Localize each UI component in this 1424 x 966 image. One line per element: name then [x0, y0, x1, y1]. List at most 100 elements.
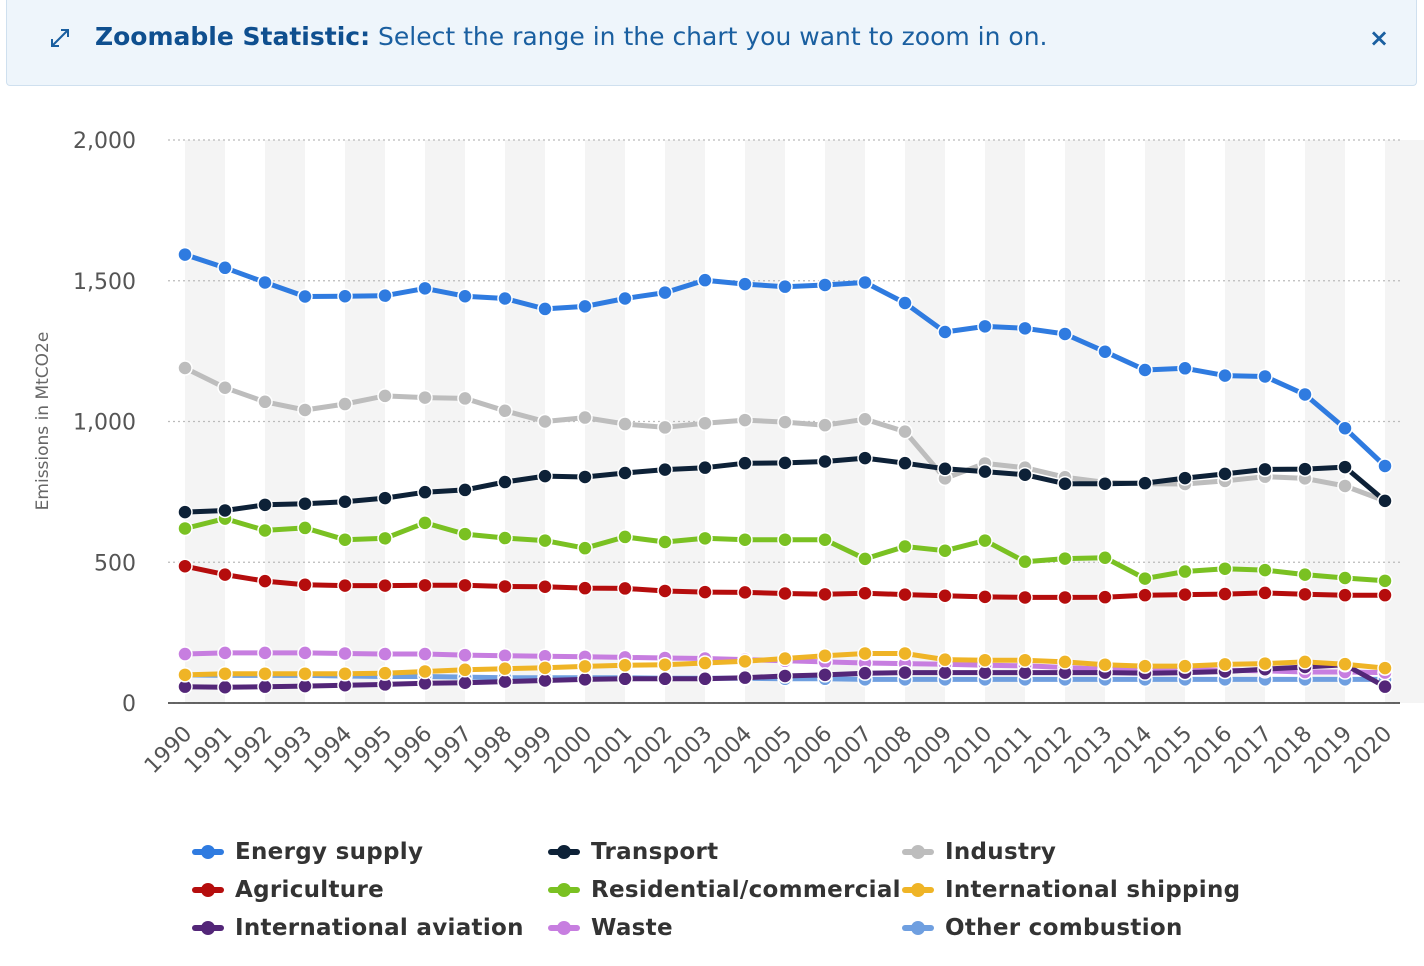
data-point [937, 651, 953, 668]
data-point [1017, 466, 1033, 483]
data-point [657, 671, 673, 687]
data-point [817, 586, 833, 603]
legend-swatch-marker [557, 921, 571, 935]
data-point [937, 324, 953, 340]
legend-item[interactable]: Transport [548, 834, 718, 870]
legend-swatch [192, 845, 224, 859]
legend-label: Residential/commercial [591, 877, 901, 903]
close-button[interactable]: × [1368, 24, 1390, 52]
data-point [457, 390, 473, 407]
legend-item[interactable]: Other combustion [902, 910, 1183, 946]
data-point [177, 558, 193, 574]
data-point [377, 646, 393, 662]
data-point [697, 584, 713, 600]
data-point [217, 260, 233, 276]
expand-icon[interactable] [47, 25, 73, 51]
legend-label: Agriculture [235, 877, 384, 903]
data-point [977, 318, 993, 335]
data-point [617, 529, 633, 545]
data-point [657, 534, 673, 550]
data-point [1337, 587, 1353, 603]
data-point [1057, 589, 1073, 606]
legend-label: International aviation [235, 915, 524, 941]
data-point [857, 645, 873, 662]
data-point [577, 671, 593, 688]
data-point [217, 645, 233, 661]
legend-item[interactable]: Energy supply [192, 834, 423, 870]
data-point [417, 577, 433, 594]
legend-item[interactable]: Agriculture [192, 872, 384, 908]
y-tick-label: 1,500 [73, 270, 136, 295]
data-point [937, 587, 953, 604]
data-point [1137, 587, 1153, 603]
data-point [897, 645, 913, 662]
data-point [617, 465, 633, 481]
y-tick-label: 1,000 [73, 411, 136, 436]
data-point [457, 647, 473, 663]
data-point [257, 573, 273, 589]
legend-item[interactable]: International shipping [902, 872, 1240, 908]
data-point [657, 419, 673, 436]
data-point [1337, 656, 1353, 672]
data-point [1337, 420, 1353, 437]
data-point [457, 482, 473, 498]
data-point [457, 662, 473, 678]
data-point [1257, 368, 1273, 385]
data-point [337, 493, 353, 510]
legend-swatch [192, 883, 224, 897]
data-point [857, 551, 873, 567]
data-point [337, 577, 353, 594]
data-point [257, 665, 273, 682]
legend-item[interactable]: Industry [902, 834, 1056, 870]
legend-swatch-marker [911, 883, 925, 897]
zoom-banner-text: Select the range in the chart you want t… [370, 22, 1048, 51]
data-point [457, 288, 473, 304]
data-point [257, 394, 273, 410]
legend-item[interactable]: Residential/commercial [548, 872, 901, 908]
legend-item[interactable]: International aviation [192, 910, 524, 946]
data-point [1257, 562, 1273, 578]
data-point [577, 540, 593, 556]
data-point [177, 360, 193, 376]
data-point [617, 657, 633, 674]
data-point [1177, 360, 1193, 377]
legend-swatch [548, 883, 580, 897]
data-point [417, 515, 433, 531]
data-point [897, 586, 913, 603]
data-point [857, 665, 873, 681]
data-point [1177, 563, 1193, 580]
legend-swatch-marker [201, 883, 215, 897]
data-point [417, 663, 433, 680]
data-point [1057, 475, 1073, 492]
data-point [977, 532, 993, 549]
data-point [1297, 654, 1313, 670]
data-point [1377, 573, 1393, 589]
data-point [177, 504, 193, 520]
data-point [657, 461, 673, 478]
data-point [297, 402, 313, 418]
legend-swatch-marker [201, 921, 215, 935]
data-point [1377, 587, 1393, 603]
legend-item[interactable]: Waste [548, 910, 673, 946]
data-point [857, 585, 873, 601]
legend-label: Energy supply [235, 839, 424, 865]
data-point [537, 660, 553, 676]
data-point [777, 585, 793, 602]
data-point [337, 396, 353, 412]
data-point [497, 647, 513, 664]
data-point [1177, 658, 1193, 674]
data-point [217, 379, 233, 396]
data-point [337, 531, 353, 548]
data-point [377, 388, 393, 404]
column-band [1385, 140, 1424, 703]
data-point [1337, 478, 1353, 494]
data-point [497, 290, 513, 307]
data-point [697, 655, 713, 671]
data-point [1017, 589, 1033, 606]
data-point [297, 577, 313, 593]
data-point [257, 497, 273, 513]
data-point [1057, 550, 1073, 567]
data-point [777, 668, 793, 684]
data-point [1217, 586, 1233, 602]
